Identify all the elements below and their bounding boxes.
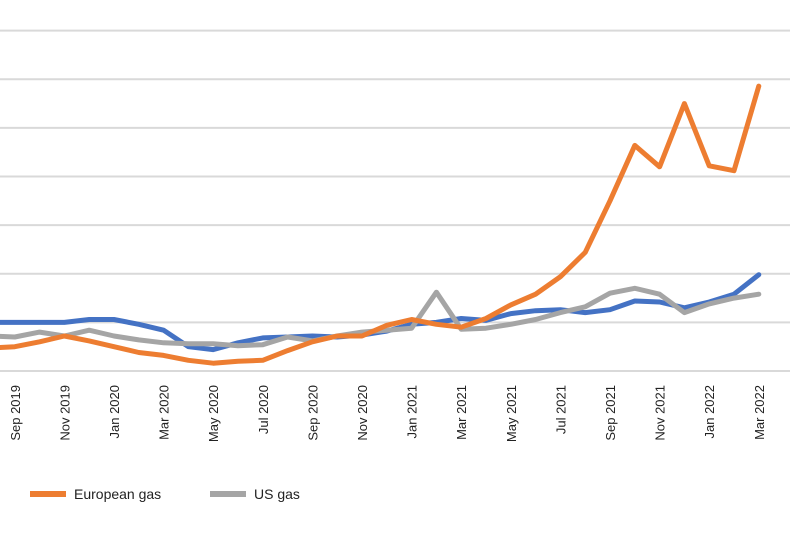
x-tick-label: Jan 2020 [107, 385, 122, 439]
x-tick-label: Mar 2020 [157, 385, 172, 440]
x-tick-label: Nov 2019 [57, 385, 72, 441]
x-tick-label: Nov 2021 [653, 385, 668, 441]
x-tick-label: Jul 2021 [553, 385, 568, 434]
x-tick-label: May 2021 [504, 385, 519, 442]
x-tick-label: Jan 2022 [702, 385, 717, 439]
x-tick-label: Mar 2021 [454, 385, 469, 440]
x-tick-label: Nov 2020 [355, 385, 370, 441]
x-tick-label: Sep 2020 [305, 385, 320, 441]
x-tick-label: Sep 2021 [603, 385, 618, 441]
legend-label: US gas [254, 486, 300, 502]
x-axis-tick-labels: Sep 2019 Nov 2019 Jan 2020 Mar 2020 May 2020… [8, 385, 767, 442]
legend-item: US gas [210, 486, 300, 502]
series-lines [0, 83, 762, 366]
legend-item: European gas [30, 486, 161, 502]
x-tick-label: Jul 2020 [256, 385, 271, 434]
legend: European gas US gas [30, 486, 300, 502]
x-tick-label: Jan 2021 [405, 385, 420, 439]
legend-label: European gas [74, 486, 161, 502]
x-tick-label: Mar 2022 [752, 385, 767, 440]
x-tick-label: Sep 2019 [8, 385, 23, 441]
x-tick-label: May 2020 [206, 385, 221, 442]
series-line-european-gas [0, 83, 762, 366]
